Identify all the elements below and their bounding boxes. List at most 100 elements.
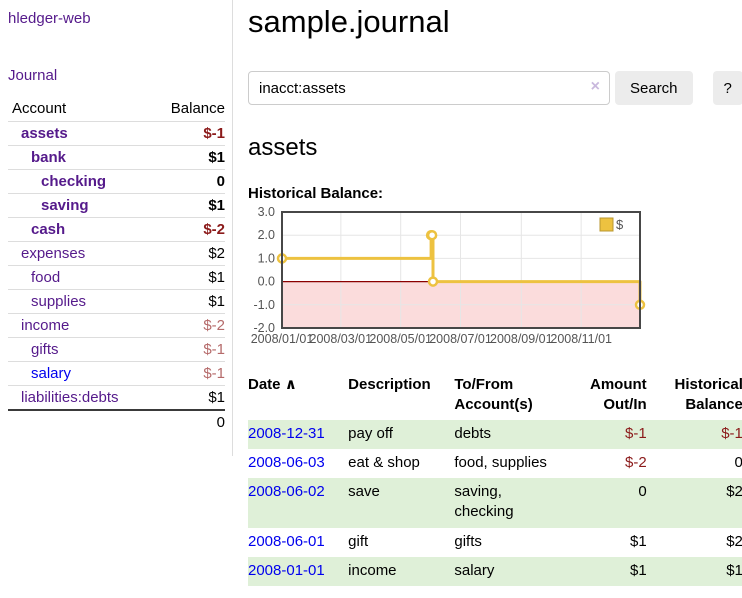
svg-text:2008/11/01: 2008/11/01 xyxy=(550,332,612,346)
svg-text:2008/07/01: 2008/07/01 xyxy=(429,332,492,346)
account-row: expenses $2 xyxy=(8,241,225,266)
svg-text:1.0: 1.0 xyxy=(258,251,275,265)
accounts-header-balance: Balance xyxy=(170,100,225,117)
account-link-cash[interactable]: cash xyxy=(31,221,66,238)
account-balance: $1 xyxy=(208,389,225,406)
account-page-title: assets xyxy=(248,134,318,161)
transaction-description: gift xyxy=(348,532,369,550)
transaction-accounts: gifts xyxy=(454,532,482,550)
svg-text:2008/03/01: 2008/03/01 xyxy=(310,332,373,346)
search-input[interactable] xyxy=(248,71,610,105)
account-row: gifts $-1 xyxy=(8,337,225,362)
account-row: food $1 xyxy=(8,265,225,290)
transaction-date-link[interactable]: 2008-12-31 xyxy=(248,424,325,442)
register-header-date[interactable]: Date ∧ xyxy=(248,376,297,393)
transaction-balance: $1 xyxy=(726,561,742,579)
svg-text:2008/05/01: 2008/05/01 xyxy=(369,332,432,346)
account-row: checking 0 xyxy=(8,169,225,194)
accounts-header-account: Account xyxy=(12,100,67,117)
register-row: 2008-06-02 save saving, checking 0 $2 xyxy=(248,478,742,528)
svg-text:3.0: 3.0 xyxy=(258,207,275,219)
transaction-balance: $2 xyxy=(726,532,742,550)
help-button[interactable]: ? xyxy=(712,71,742,105)
transaction-amount: $1 xyxy=(629,561,647,579)
register-row: 2008-06-01 gift gifts $1 $2 xyxy=(248,528,742,557)
main-content: sample.journal × Search ? assets Histori… xyxy=(233,0,742,598)
account-row: salary $-1 xyxy=(8,361,225,386)
register-row: 2008-01-01 income salary $1 $1 xyxy=(248,556,742,586)
account-link-assets[interactable]: assets xyxy=(21,125,68,142)
register-header-balance: Historical Balance xyxy=(674,376,742,414)
account-row: income $-2 xyxy=(8,313,225,338)
svg-text:2008/01/01: 2008/01/01 xyxy=(251,332,314,346)
register-header-amount: Amount Out/In xyxy=(590,376,647,414)
transaction-amount: 0 xyxy=(638,483,647,500)
sidebar: hledger-web Journal Account Balance asse… xyxy=(0,0,233,456)
account-row: liabilities:debts $1 xyxy=(8,385,225,411)
historical-balance-chart: $3.0 2.0 1.0 0.0 -1.0 -2.0 2008/01/01 2008/03/0… xyxy=(248,205,742,353)
transaction-accounts: salary xyxy=(454,561,495,579)
register-row: 2008-12-31 pay off debts $-1 $-1 xyxy=(248,419,742,449)
transaction-amount: $-1 xyxy=(624,424,647,442)
register-row: 2008-06-03 eat & shop food, supplies $-2… xyxy=(248,449,742,478)
account-row: assets $-1 xyxy=(8,121,225,146)
transaction-balance: 0 xyxy=(734,453,742,471)
transaction-description: save xyxy=(348,483,380,500)
transaction-accounts: food, supplies xyxy=(454,453,547,471)
transaction-balance: $-1 xyxy=(721,424,742,442)
accounts-total-row: 0 xyxy=(8,410,225,434)
account-link-supplies[interactable]: supplies xyxy=(31,293,87,310)
search-button[interactable]: Search xyxy=(615,71,693,105)
account-link-salary[interactable]: salary xyxy=(31,365,72,382)
transaction-balance: $2 xyxy=(726,483,742,500)
account-row: cash $-2 xyxy=(8,217,225,242)
transaction-description: pay off xyxy=(348,424,393,442)
transaction-date-link[interactable]: 2008-06-01 xyxy=(248,532,325,550)
search-form: × Search ? xyxy=(248,71,742,105)
transaction-amount: $-2 xyxy=(624,453,647,471)
account-balance: $-2 xyxy=(203,317,225,334)
account-balance: $2 xyxy=(208,245,225,262)
account-balance: $-2 xyxy=(203,221,225,238)
account-link-income[interactable]: income xyxy=(21,317,70,334)
register-header-accounts: To/From Account(s) xyxy=(454,376,533,414)
account-link-gifts[interactable]: gifts xyxy=(31,341,59,358)
chart-title: Historical Balance: xyxy=(248,185,384,202)
transaction-date-link[interactable]: 2008-06-03 xyxy=(248,453,325,471)
account-row: supplies $1 xyxy=(8,289,225,314)
account-balance: 0 xyxy=(216,173,225,190)
transaction-amount: $1 xyxy=(629,532,647,550)
accounts-table: Account Balance assets $-1 bank $1 check… xyxy=(8,97,225,434)
account-balance: $-1 xyxy=(203,365,225,382)
transaction-accounts: debts xyxy=(454,424,492,442)
account-row: bank $1 xyxy=(8,145,225,170)
transaction-date-link[interactable]: 2008-01-01 xyxy=(248,561,325,579)
account-balance: $1 xyxy=(208,293,225,310)
accounts-total-balance: 0 xyxy=(216,414,225,431)
transaction-description: income xyxy=(348,561,397,579)
sidebar-item-journal[interactable]: Journal xyxy=(8,67,58,84)
svg-text:2008/09/01: 2008/09/01 xyxy=(490,332,553,346)
transaction-date-link[interactable]: 2008-06-02 xyxy=(248,483,325,500)
sort-ascending-icon: ∧ xyxy=(284,376,297,393)
account-link-saving[interactable]: saving xyxy=(41,197,89,214)
account-balance: $-1 xyxy=(203,341,225,358)
transaction-accounts: saving, checking xyxy=(454,483,514,521)
account-balance: $1 xyxy=(208,149,225,166)
clear-search-icon[interactable]: × xyxy=(590,78,600,95)
account-link-food[interactable]: food xyxy=(31,269,61,286)
account-balance: $-1 xyxy=(203,125,225,142)
svg-text:-1.0: -1.0 xyxy=(253,298,275,312)
account-link-checking[interactable]: checking xyxy=(41,173,107,190)
transaction-description: eat & shop xyxy=(348,453,420,471)
account-row: saving $1 xyxy=(8,193,225,218)
account-link-liabilities-debts[interactable]: liabilities:debts xyxy=(21,389,119,406)
brand-link[interactable]: hledger-web xyxy=(8,10,91,27)
register-header-description: Description xyxy=(348,376,431,393)
svg-text:-2.0: -2.0 xyxy=(253,321,275,335)
svg-text:0.0: 0.0 xyxy=(258,275,275,289)
account-link-bank[interactable]: bank xyxy=(31,149,67,166)
account-balance: $1 xyxy=(208,197,225,214)
account-link-expenses[interactable]: expenses xyxy=(21,245,86,262)
